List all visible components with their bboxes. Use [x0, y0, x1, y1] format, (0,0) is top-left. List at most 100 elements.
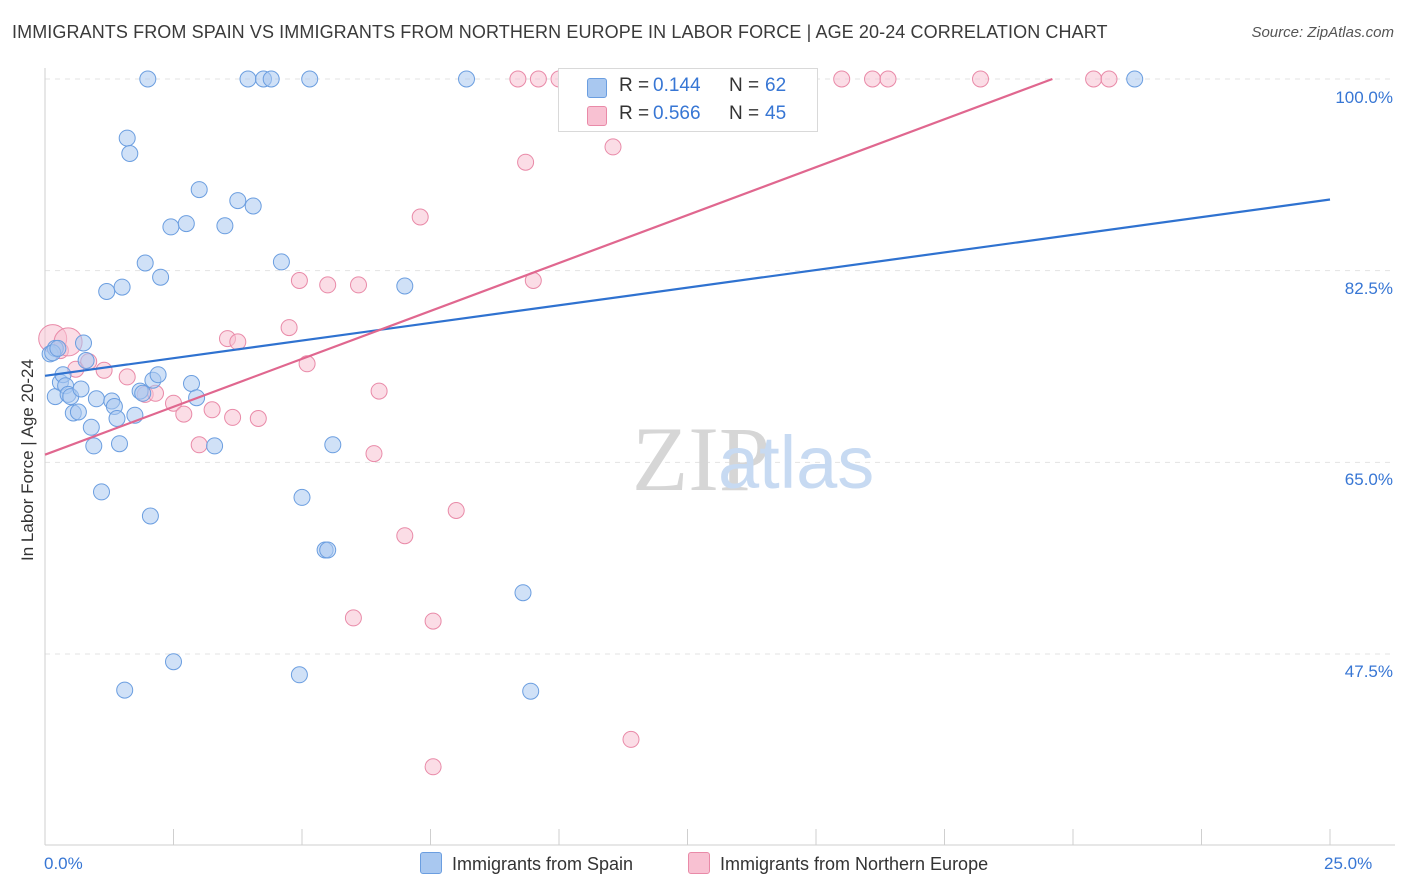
spain-point: [522, 682, 540, 700]
stats-legend: R = 0.144 N = 62 R = 0.566 N = 45: [558, 68, 818, 132]
trend-lines: [44, 77, 1331, 456]
spain-point: [75, 334, 92, 352]
y-tick-label: 100.0%: [1335, 88, 1393, 107]
watermark-zip: ZIP: [632, 408, 770, 510]
northern-europe-point: [1085, 70, 1103, 88]
bottom-legend-swatch-northern-europe: [688, 852, 710, 874]
bottom-legend-northern-europe: Immigrants from Northern Europe: [688, 852, 988, 875]
bottom-legend-label: Immigrants from Northern Europe: [720, 854, 989, 874]
spain-point: [149, 366, 167, 384]
northern-europe-point: [290, 272, 308, 289]
spain-point: [272, 253, 290, 271]
n-value: 62: [765, 75, 787, 96]
northern-europe-point: [833, 70, 851, 88]
spain-point: [82, 418, 100, 436]
spain-point: [98, 283, 116, 300]
spain-point: [162, 218, 180, 236]
r-value: 0.144: [653, 75, 701, 96]
northern-europe-point: [509, 70, 527, 88]
x-tick-label-min: 0.0%: [44, 854, 83, 873]
northern-europe-point: [319, 276, 337, 294]
spain-point: [121, 145, 139, 162]
n-label: N =: [729, 75, 760, 96]
spain-point: [108, 410, 126, 427]
spain-point: [229, 192, 247, 210]
northern-europe-point: [365, 445, 383, 463]
spain-point: [118, 129, 136, 147]
northern-europe-point: [604, 138, 622, 156]
spain-point: [324, 436, 342, 454]
northern-europe-point: [350, 276, 367, 294]
y-tick-label: 65.0%: [1344, 470, 1393, 489]
spain-point: [216, 217, 234, 235]
series-northern-europe: [38, 70, 1118, 776]
series-spain: [41, 70, 1144, 700]
axes: [44, 68, 1395, 846]
chart-title: IMMIGRANTS FROM SPAIN VS IMMIGRANTS FROM…: [12, 22, 1108, 42]
spain-point: [293, 488, 311, 506]
northern-europe-trend-line: [44, 77, 1053, 456]
legend-swatch-northern-europe: [587, 106, 607, 126]
spain-trend-line: [44, 198, 1331, 377]
spain-point: [239, 70, 257, 88]
spain-point: [319, 541, 337, 559]
northern-europe-point: [344, 609, 362, 627]
spain-point: [134, 384, 152, 402]
spain-point: [87, 390, 105, 408]
northern-europe-point: [864, 70, 881, 88]
northern-europe-point: [190, 436, 208, 454]
spain-point: [458, 70, 475, 88]
northern-europe-point: [224, 408, 242, 426]
spain-point: [139, 70, 157, 88]
spain-point: [183, 375, 200, 392]
y-tick-label: 47.5%: [1344, 662, 1393, 681]
northern-europe-point: [203, 401, 221, 419]
spain-point: [206, 437, 224, 455]
y-tick-label: 82.5%: [1344, 279, 1393, 298]
northern-europe-point: [175, 405, 193, 423]
northern-europe-point: [622, 730, 640, 748]
spain-point: [301, 70, 319, 88]
northern-europe-point: [447, 502, 465, 519]
bottom-legend-label: Immigrants from Spain: [452, 854, 634, 874]
northern-europe-point: [1100, 70, 1118, 88]
spain-point: [290, 666, 308, 684]
spain-point: [396, 277, 414, 295]
northern-europe-point: [95, 361, 113, 379]
gridlines: [45, 78, 1395, 655]
bottom-legend-swatch-spain: [420, 852, 442, 874]
northern-europe-point: [370, 382, 388, 400]
spain-point: [141, 507, 159, 525]
spain-point: [1126, 70, 1144, 88]
spain-point: [177, 215, 195, 233]
northern-europe-point: [280, 319, 298, 337]
spain-point: [244, 197, 262, 215]
r-label: R =: [619, 103, 650, 124]
northern-europe-point: [879, 70, 897, 88]
spain-point: [152, 268, 170, 286]
spain-point: [85, 437, 103, 455]
northern-europe-point: [249, 410, 267, 427]
n-label: N =: [729, 103, 760, 124]
spain-point: [72, 380, 90, 398]
spain-point: [113, 278, 131, 296]
r-value: 0.566: [653, 103, 701, 124]
spain-point: [262, 70, 280, 88]
northern-europe-point: [396, 527, 414, 545]
spain-point: [93, 483, 110, 501]
n-value: 45: [765, 103, 787, 124]
northern-europe-point: [411, 208, 429, 226]
spain-point: [49, 339, 67, 357]
spain-point: [116, 681, 134, 699]
y-axis-title: In Labor Force | Age 20-24: [18, 359, 37, 561]
bottom-legend-spain: Immigrants from Spain: [420, 852, 633, 875]
northern-europe-point: [424, 758, 442, 776]
northern-europe-point: [517, 153, 535, 171]
northern-europe-point: [424, 612, 442, 630]
spain-point: [514, 584, 532, 602]
northern-europe-point: [972, 70, 989, 88]
northern-europe-point: [529, 70, 547, 88]
spain-point: [136, 254, 154, 272]
spain-point: [111, 435, 128, 453]
